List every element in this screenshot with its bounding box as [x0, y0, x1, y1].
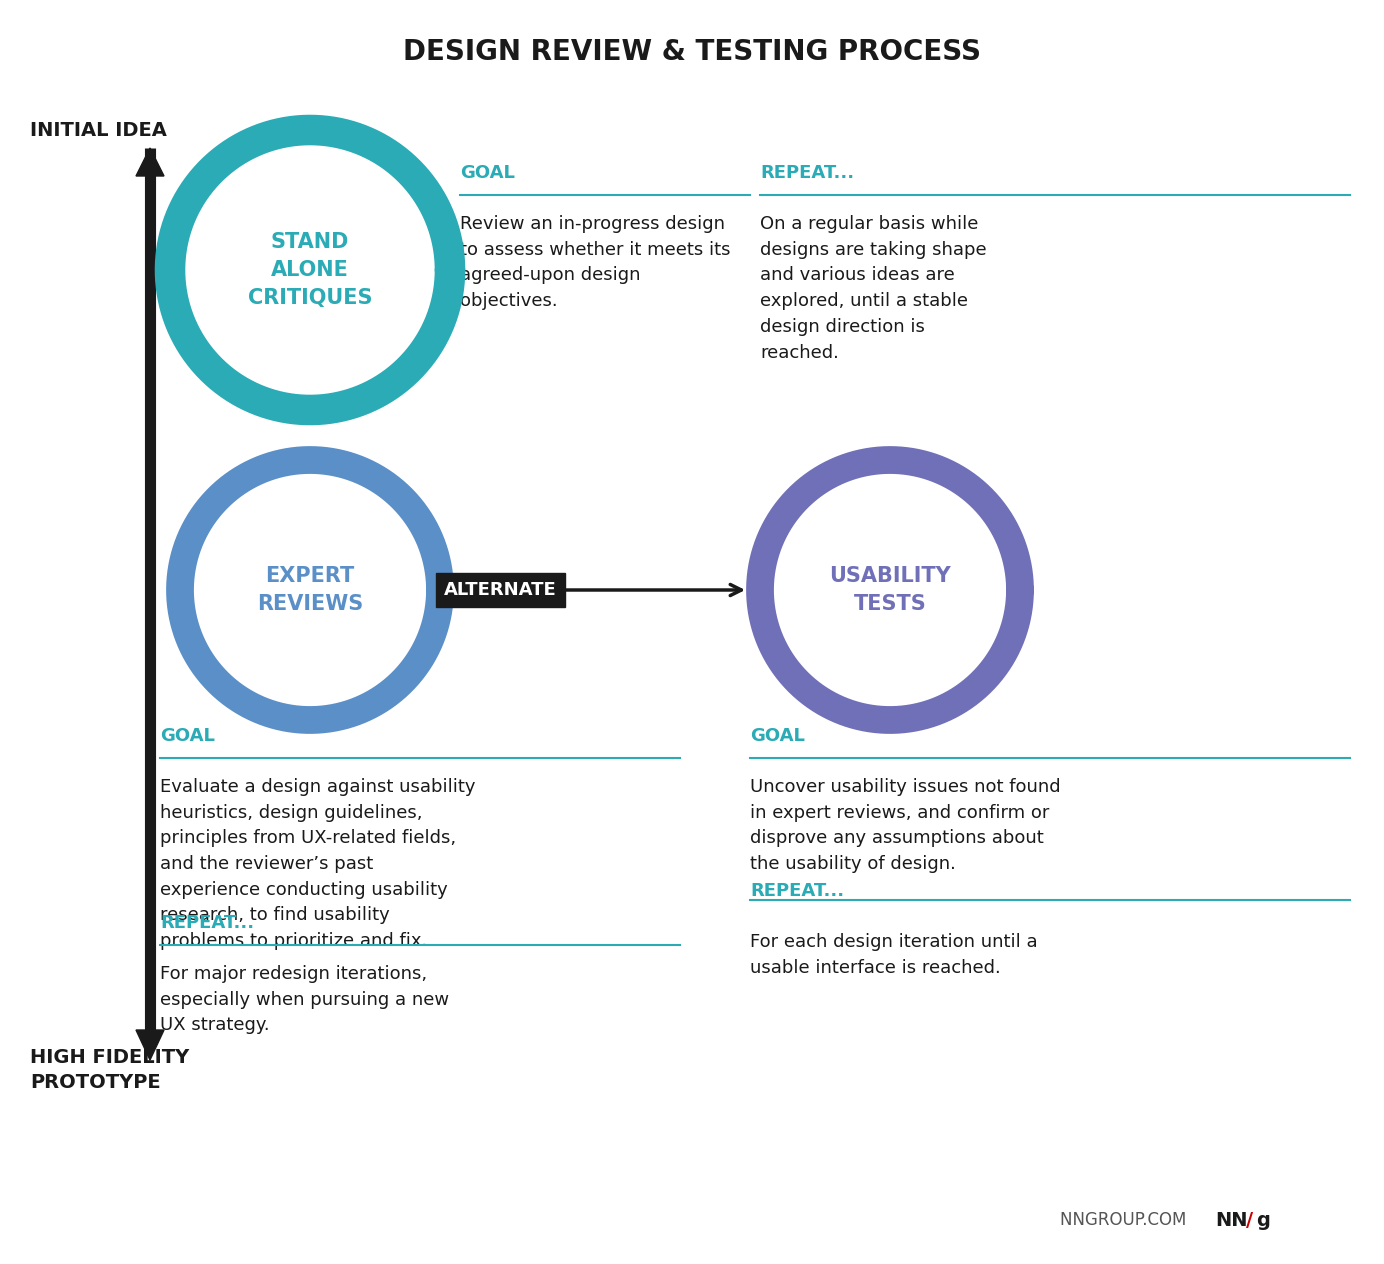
- Polygon shape: [136, 148, 163, 176]
- Text: /: /: [1246, 1211, 1253, 1230]
- Text: USABILITY
TESTS: USABILITY TESTS: [829, 566, 951, 614]
- Text: DESIGN REVIEW & TESTING PROCESS: DESIGN REVIEW & TESTING PROCESS: [403, 38, 981, 66]
- Text: On a regular basis while
designs are taking shape
and various ideas are
explored: On a regular basis while designs are tak…: [760, 215, 987, 362]
- Text: REPEAT...: REPEAT...: [750, 882, 844, 900]
- Text: STAND
ALONE
CRITIQUES: STAND ALONE CRITIQUES: [248, 233, 372, 308]
- Text: NN: NN: [1215, 1211, 1247, 1230]
- Text: Evaluate a design against usability
heuristics, design guidelines,
principles fr: Evaluate a design against usability heur…: [161, 779, 476, 951]
- Text: ALTERNATE: ALTERNATE: [444, 581, 556, 599]
- Text: GOAL: GOAL: [161, 727, 215, 744]
- Text: For each design iteration until a
usable interface is reached.: For each design iteration until a usable…: [750, 933, 1038, 977]
- Text: Uncover usability issues not found
in expert reviews, and confirm or
disprove an: Uncover usability issues not found in ex…: [750, 779, 1060, 873]
- Text: EXPERT
REVIEWS: EXPERT REVIEWS: [257, 566, 363, 614]
- Text: REPEAT...: REPEAT...: [760, 164, 854, 182]
- Text: g: g: [1257, 1211, 1271, 1230]
- Text: HIGH FIDELITY
PROTOTYPE: HIGH FIDELITY PROTOTYPE: [30, 1048, 190, 1092]
- Text: For major redesign iterations,
especially when pursuing a new
UX strategy.: For major redesign iterations, especiall…: [161, 964, 450, 1034]
- Polygon shape: [136, 1030, 163, 1060]
- Text: Review an in-progress design
to assess whether it meets its
agreed-upon design
o: Review an in-progress design to assess w…: [459, 215, 731, 310]
- Text: REPEAT...: REPEAT...: [161, 914, 255, 932]
- Text: INITIAL IDEA: INITIAL IDEA: [30, 120, 167, 139]
- Text: GOAL: GOAL: [459, 164, 515, 182]
- Text: NNGROUP.COM: NNGROUP.COM: [1060, 1211, 1197, 1229]
- Text: GOAL: GOAL: [750, 727, 805, 744]
